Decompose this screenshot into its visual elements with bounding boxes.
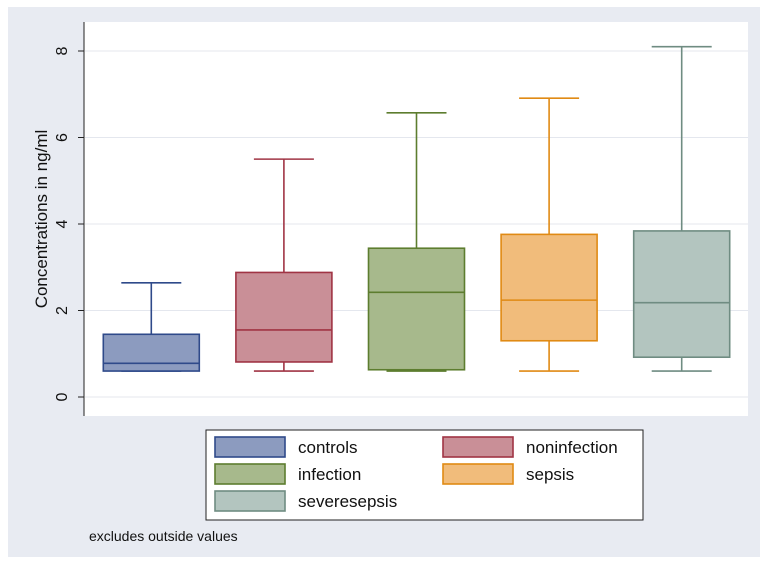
y-tick-label: 8 [54, 46, 71, 55]
legend-swatch-infection [214, 463, 286, 485]
y-tick-label: 4 [54, 219, 71, 228]
box-noninfection [235, 158, 333, 372]
y-axis-label: Concentrations in ng/ml [32, 130, 51, 309]
boxes [102, 45, 731, 372]
box-severesepsis [632, 45, 731, 372]
iqr-box [632, 230, 731, 359]
y-tick-label: 6 [54, 133, 71, 142]
iqr-box [102, 333, 201, 372]
legend-swatch-sepsis [442, 463, 514, 485]
legend-label-noninfection: noninfection [526, 438, 618, 457]
legend: controls noninfection infection sepsis sever… [205, 429, 644, 521]
legend-swatch-controls [214, 436, 286, 458]
iqr-box [367, 247, 466, 371]
legend-label-infection: infection [298, 465, 361, 484]
footnote: excludes outside values [89, 528, 238, 544]
legend-swatch-noninfection [442, 436, 514, 458]
legend-label-severesepsis: severesepsis [298, 492, 397, 511]
y-tick-label: 0 [54, 392, 71, 401]
legend-label-controls: controls [298, 438, 358, 457]
legend-swatch-severesepsis [214, 490, 286, 512]
iqr-box [500, 233, 598, 342]
box-infection [367, 112, 466, 372]
legend-label-sepsis: sepsis [526, 465, 574, 484]
box-controls [102, 282, 201, 372]
y-tick-label: 2 [54, 306, 71, 315]
iqr-box [235, 271, 333, 363]
box-sepsis [500, 97, 598, 372]
y-axis-ticks: 0 2 4 6 8 [54, 46, 84, 401]
